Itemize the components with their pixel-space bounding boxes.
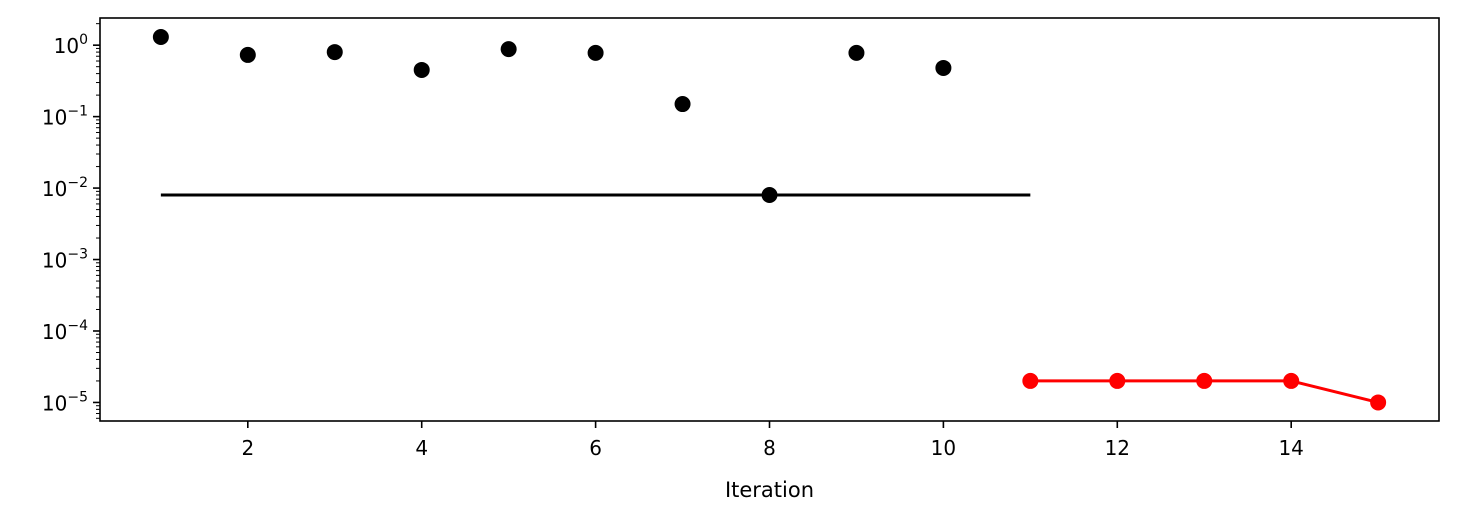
black-data-point bbox=[152, 29, 169, 46]
y-tick-label: 100 bbox=[54, 32, 88, 58]
x-tick-label: 8 bbox=[763, 436, 776, 460]
plot-background bbox=[100, 18, 1439, 421]
red-data-point bbox=[1196, 372, 1213, 389]
black-data-point bbox=[413, 61, 430, 78]
plot-frame bbox=[99, 17, 1440, 422]
black-data-point bbox=[848, 44, 865, 61]
black-data-point bbox=[761, 187, 778, 204]
red-data-point bbox=[1022, 372, 1039, 389]
black-data-point bbox=[935, 59, 952, 76]
x-axis-label: Iteration bbox=[725, 478, 814, 502]
y-tick-label: 10−5 bbox=[42, 389, 88, 415]
x-axis-ticks: 2 4 6 8 10 12 14 bbox=[241, 421, 1304, 460]
x-tick-label: 14 bbox=[1278, 436, 1303, 460]
series-layer bbox=[152, 29, 1387, 411]
x-tick-label: 2 bbox=[241, 436, 254, 460]
x-tick-label: 12 bbox=[1105, 436, 1130, 460]
x-tick-label: 6 bbox=[589, 436, 602, 460]
black-data-point bbox=[500, 41, 517, 58]
black-data-point bbox=[587, 44, 604, 61]
y-tick-label: 10−4 bbox=[42, 318, 88, 344]
y-tick-label: 10−2 bbox=[42, 175, 88, 201]
red-data-point bbox=[1283, 372, 1300, 389]
y-axis-ticks: 10−5 10−4 10−3 10−2 10−1 100 bbox=[42, 32, 100, 415]
x-tick-label: 4 bbox=[415, 436, 428, 460]
black-data-point bbox=[674, 96, 691, 113]
x-tick-label: 10 bbox=[931, 436, 956, 460]
black-data-point bbox=[239, 46, 256, 63]
black-data-point bbox=[326, 44, 343, 61]
y-tick-label: 10−3 bbox=[42, 247, 88, 273]
y-tick-label: 10−1 bbox=[42, 104, 88, 130]
red-data-point bbox=[1109, 372, 1126, 389]
red-data-point bbox=[1370, 394, 1387, 411]
